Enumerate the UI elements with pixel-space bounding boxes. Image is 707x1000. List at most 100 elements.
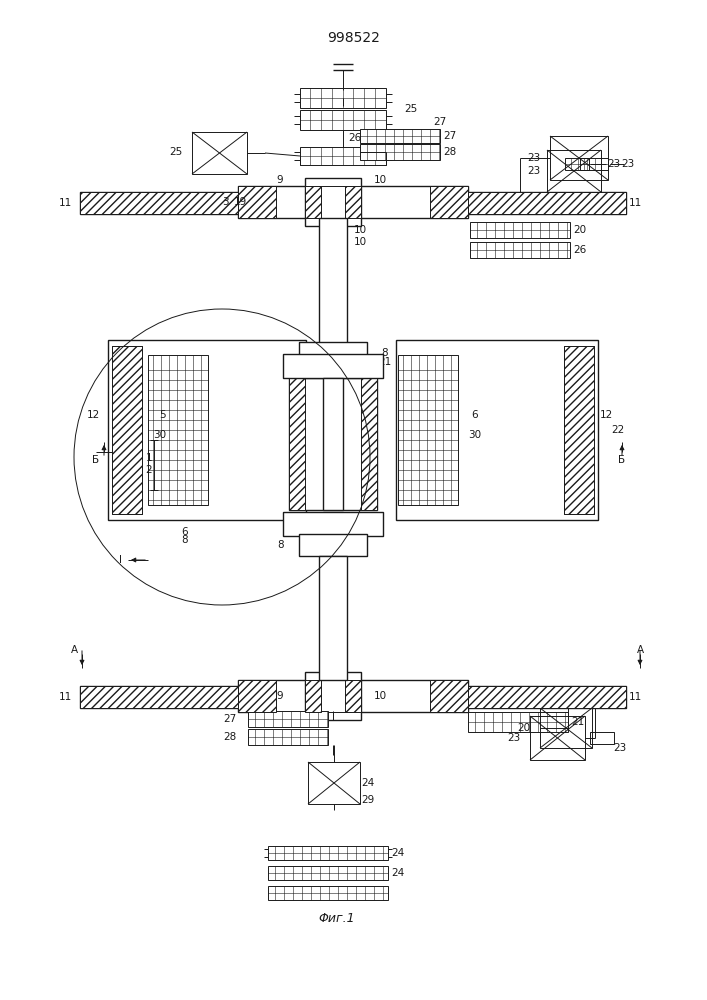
Text: 10: 10 — [354, 225, 366, 235]
Bar — [192, 132, 247, 174]
Bar — [323, 378, 343, 510]
Text: 24: 24 — [392, 868, 404, 878]
Bar — [108, 340, 306, 520]
Bar — [345, 680, 361, 712]
Bar — [300, 88, 386, 108]
Bar — [238, 186, 276, 218]
Text: 11: 11 — [629, 692, 642, 702]
Bar — [468, 688, 568, 708]
Bar — [319, 556, 328, 680]
Text: 24: 24 — [361, 778, 375, 788]
Bar — [80, 192, 238, 214]
Bar — [347, 342, 367, 364]
Text: 6: 6 — [182, 527, 188, 537]
Bar — [360, 129, 440, 143]
Text: 30: 30 — [469, 430, 481, 440]
Bar — [289, 378, 305, 510]
Bar — [355, 354, 383, 378]
Text: 24: 24 — [392, 848, 404, 858]
Text: 2: 2 — [146, 465, 152, 475]
Bar — [470, 222, 570, 238]
Bar — [547, 150, 601, 192]
Bar — [470, 242, 570, 258]
Bar — [283, 512, 311, 536]
Bar — [300, 110, 386, 130]
Text: 23: 23 — [607, 159, 621, 169]
Text: 30: 30 — [153, 430, 167, 440]
Bar — [80, 686, 238, 708]
Text: 25: 25 — [404, 104, 418, 114]
Text: 23: 23 — [527, 166, 540, 176]
Bar — [540, 708, 592, 748]
Bar — [430, 186, 468, 218]
Text: 22: 22 — [612, 425, 624, 435]
Text: 21: 21 — [378, 357, 392, 367]
Bar — [398, 355, 458, 505]
Text: 29: 29 — [361, 795, 375, 805]
Bar — [238, 186, 468, 218]
Text: 23: 23 — [621, 159, 635, 169]
Bar — [283, 354, 311, 378]
Text: 6: 6 — [472, 410, 479, 420]
Bar — [338, 218, 347, 350]
Text: 11: 11 — [629, 198, 642, 208]
Bar — [80, 192, 238, 214]
Bar — [268, 866, 388, 880]
Bar — [299, 534, 367, 556]
Bar — [564, 346, 594, 514]
Text: 28: 28 — [443, 147, 457, 157]
Text: Б: Б — [93, 455, 100, 465]
Text: 21: 21 — [571, 717, 585, 727]
Text: 28: 28 — [223, 732, 236, 742]
Text: 5: 5 — [158, 410, 165, 420]
Bar — [238, 680, 276, 712]
Bar — [338, 556, 347, 680]
Bar — [468, 712, 568, 732]
Bar — [319, 218, 347, 350]
Bar — [300, 147, 386, 165]
Text: 11: 11 — [59, 198, 72, 208]
Bar — [355, 512, 383, 536]
Text: 10: 10 — [354, 237, 366, 247]
Bar — [319, 218, 328, 350]
Bar — [315, 680, 351, 712]
Bar — [468, 686, 626, 708]
Text: 19: 19 — [233, 197, 247, 207]
Bar — [430, 680, 468, 712]
Bar — [564, 346, 594, 514]
Bar — [468, 192, 626, 214]
Text: A: A — [636, 645, 643, 655]
Bar — [530, 716, 585, 760]
Text: A: A — [71, 645, 78, 655]
Bar — [468, 686, 626, 708]
Bar — [289, 378, 377, 510]
Text: I: I — [119, 555, 122, 565]
Bar — [248, 729, 328, 745]
Bar — [305, 178, 361, 226]
Bar — [345, 186, 361, 218]
Text: 23: 23 — [507, 733, 520, 743]
Bar — [396, 340, 598, 520]
Bar — [248, 711, 328, 727]
Text: 8: 8 — [382, 348, 388, 358]
Bar — [80, 686, 238, 708]
Text: 27: 27 — [433, 117, 447, 127]
Bar — [305, 672, 361, 720]
Bar — [319, 556, 347, 680]
Bar — [112, 346, 142, 514]
Bar — [238, 680, 468, 712]
Text: 1: 1 — [146, 453, 152, 463]
Text: 998522: 998522 — [327, 31, 380, 45]
Bar — [268, 886, 388, 900]
Bar — [347, 534, 367, 556]
Text: 10: 10 — [373, 175, 387, 185]
Text: 20: 20 — [517, 723, 530, 733]
Bar — [299, 534, 319, 556]
Text: 27: 27 — [223, 714, 236, 724]
Bar — [299, 342, 319, 364]
Text: 3: 3 — [222, 197, 228, 207]
Bar — [299, 342, 367, 364]
Text: 23: 23 — [527, 153, 540, 163]
Text: 19: 19 — [218, 691, 232, 701]
Text: 9: 9 — [276, 175, 284, 185]
